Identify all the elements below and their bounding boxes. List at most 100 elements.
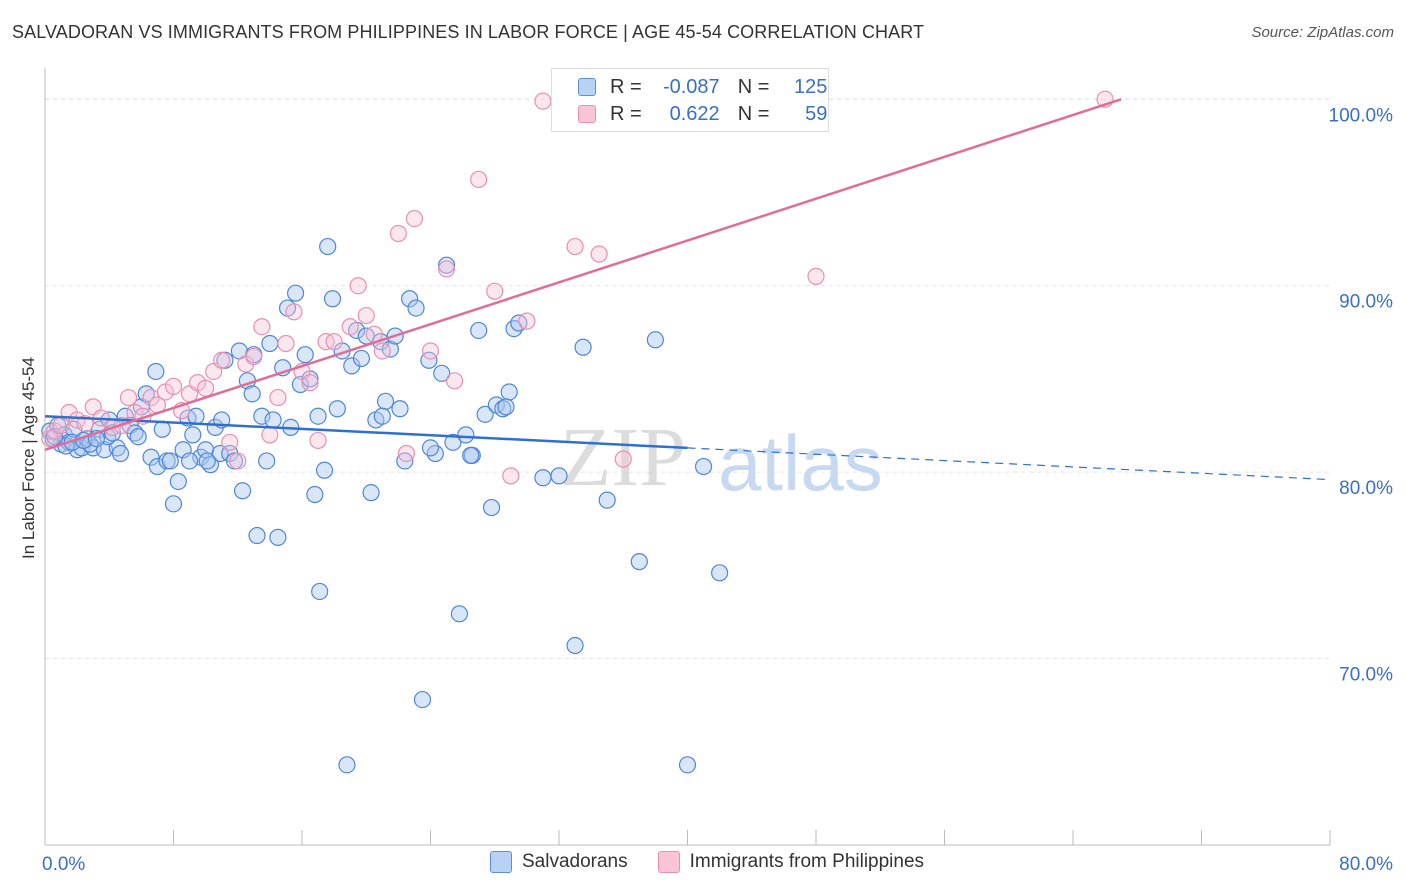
point-salvadoran (296, 346, 314, 364)
axes (44, 68, 1331, 846)
point-philippines (349, 277, 367, 295)
point-philippines (486, 282, 504, 300)
y-tick-label: 90.0% (1339, 292, 1393, 313)
point-salvadoran (497, 398, 515, 416)
point-salvadoran (391, 400, 409, 418)
y-tick-label: 70.0% (1339, 665, 1393, 686)
point-salvadoran (261, 334, 279, 353)
point-salvadoran (187, 407, 205, 425)
point-philippines (229, 452, 247, 470)
point-salvadoran (323, 290, 342, 308)
point-salvadoran (433, 364, 451, 382)
point-salvadoran (407, 299, 425, 317)
point-philippines (301, 374, 319, 392)
point-salvadoran (598, 491, 616, 509)
series-legend: Salvadorans Immigrants from Philippines (490, 851, 954, 873)
legend-swatch-blue (578, 78, 596, 96)
point-salvadoran (169, 472, 187, 491)
point-philippines (269, 388, 287, 407)
point-salvadoran (646, 331, 664, 349)
point-philippines (614, 450, 632, 468)
point-salvadoran (352, 349, 371, 368)
point-philippines (421, 342, 440, 360)
point-salvadoran (211, 444, 229, 463)
legend-label-philippines: Immigrants from Philippines (689, 851, 925, 872)
point-salvadoran (470, 321, 488, 340)
point-salvadoran (253, 407, 271, 425)
legend-r-label: R = (610, 102, 642, 125)
correlation-legend: R = -0.087 N = 125 R = 0.622 N = 59 (551, 68, 829, 132)
legend-n-value: 125 (794, 75, 828, 98)
watermark-atlas: atlas (718, 419, 883, 507)
legend-r-value: 0.622 (669, 102, 720, 125)
point-salvadoran (444, 433, 462, 451)
point-salvadoran (362, 484, 380, 502)
point-philippines (277, 334, 295, 353)
point-salvadoran (338, 756, 356, 774)
point-philippines (373, 342, 391, 360)
point-salvadoran (243, 385, 261, 403)
point-salvadoran (566, 636, 584, 655)
point-salvadoran (129, 428, 147, 446)
legend-item-philippines[interactable]: Immigrants from Philippines (657, 851, 925, 873)
point-philippines (389, 224, 407, 243)
point-philippines (261, 426, 279, 444)
point-salvadoran (184, 426, 202, 444)
point-salvadoran (534, 469, 552, 487)
point-salvadoran (482, 498, 501, 517)
point-salvadoran (630, 553, 648, 571)
x-tick-label: 80.0% (1339, 854, 1393, 875)
point-salvadoran (376, 392, 395, 410)
legend-swatch-pink (578, 105, 596, 123)
point-philippines (221, 433, 239, 451)
point-salvadoran (437, 256, 456, 274)
point-salvadoran (264, 411, 282, 429)
point-salvadoran (248, 526, 266, 545)
y-tick-label: 80.0% (1339, 478, 1393, 499)
trend-line-salvadorans-extension (687, 447, 1331, 481)
point-philippines (253, 318, 271, 336)
point-salvadoran (153, 420, 171, 438)
legend-swatch-blue (490, 851, 512, 873)
point-salvadoran (233, 482, 252, 500)
point-salvadoran (500, 383, 518, 401)
point-philippines (470, 170, 488, 189)
point-philippines (397, 444, 416, 463)
series-salvadorans-points (41, 237, 729, 774)
point-philippines (566, 237, 584, 256)
legend-r-value: -0.087 (662, 75, 720, 98)
source-label: Source: ZipAtlas.com (1251, 24, 1394, 41)
point-salvadoran (111, 444, 130, 463)
legend-row-philippines: R = 0.622 N = 59 (578, 101, 827, 127)
point-salvadoran (269, 528, 287, 546)
point-philippines (807, 267, 825, 285)
legend-item-salvadorans[interactable]: Salvadorans (490, 851, 628, 873)
point-salvadoran (319, 237, 337, 256)
point-salvadoran (450, 605, 469, 623)
y-tick-labels: 70.0% 80.0% 90.0% 100.0% (1329, 105, 1394, 685)
x-tick-labels: 0.0% 80.0% (42, 854, 1393, 875)
point-salvadoran (328, 400, 346, 418)
trend-lines (44, 98, 1331, 481)
legend-r-label: R = (610, 75, 642, 98)
x-tick-label: 0.0% (42, 854, 85, 875)
point-philippines (437, 260, 456, 278)
point-philippines (76, 415, 94, 433)
y-axis-label: In Labor Force | Age 45-54 (19, 357, 38, 559)
legend-n-value: 59 (805, 102, 828, 125)
point-salvadoran (311, 582, 329, 601)
chart-title: SALVADORAN VS IMMIGRANTS FROM PHILIPPINE… (12, 22, 925, 42)
point-salvadoran (164, 495, 183, 513)
point-philippines (197, 379, 215, 397)
watermark-zip: ZIP (560, 411, 686, 504)
point-salvadoran (413, 690, 432, 709)
point-salvadoran (476, 405, 494, 423)
point-salvadoran (426, 444, 444, 463)
point-salvadoran (401, 290, 419, 308)
point-philippines (245, 347, 263, 366)
point-philippines (164, 377, 183, 395)
point-salvadoran (180, 452, 199, 470)
point-salvadoran (421, 439, 440, 457)
y-tick-label: 100.0% (1329, 105, 1394, 126)
point-salvadoran (198, 452, 216, 470)
